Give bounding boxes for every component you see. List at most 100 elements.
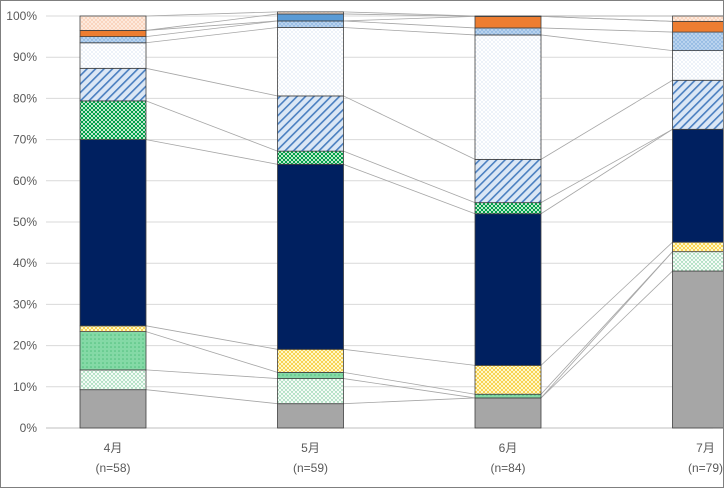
y-tick-label: 0%: [20, 421, 38, 435]
series-connector-line: [343, 150, 476, 204]
series-connector-line: [145, 20, 278, 31]
series-connector-line: [145, 27, 278, 44]
bar-segment: [79, 325, 147, 332]
series-connector-line: [343, 20, 476, 29]
bar-segment: [474, 213, 542, 366]
bar-segment: [474, 393, 542, 399]
bar-segment: [79, 389, 147, 429]
series-connectors: [145, 11, 673, 405]
bar-segment: [474, 158, 542, 204]
series-connector-line: [343, 163, 476, 215]
series-connector-line: [540, 128, 673, 203]
bar-segment: [672, 79, 723, 130]
bar-segment: [277, 403, 344, 429]
x-category-n-label: (n=84): [490, 461, 525, 475]
bar-segment: [672, 31, 723, 52]
bar-segment: [79, 30, 147, 37]
bar-segment: [672, 15, 723, 22]
bar-segment: [277, 11, 344, 15]
y-axis-ticks: 0% 10% 20% 30% 40% 50% 60% 70% 80% 90% 100%: [6, 9, 37, 435]
series-connector-line: [540, 251, 673, 395]
series-connector-line: [540, 270, 673, 399]
series-connector-line: [540, 79, 673, 160]
y-tick-label: 20%: [13, 339, 37, 353]
bar-segment: [672, 270, 723, 429]
series-connector-line: [145, 100, 278, 152]
series-connector-line: [145, 67, 278, 97]
y-tick-label: 50%: [13, 215, 37, 229]
series-connector-line: [145, 11, 278, 17]
bar-segment: [79, 15, 147, 31]
bar-segment: [277, 348, 344, 373]
bar-segment: [277, 378, 344, 405]
y-tick-label: 10%: [13, 380, 37, 394]
series-connector-line: [540, 251, 673, 399]
x-category-n-label: (n=58): [95, 461, 130, 475]
bar-segment: [277, 163, 344, 350]
series-connector-line: [343, 348, 476, 366]
y-tick-label: 80%: [13, 91, 37, 105]
series-connector-line: [540, 16, 673, 22]
y-tick-label: 60%: [13, 174, 37, 188]
bar-segment: [474, 16, 542, 29]
x-axis-labels: 4月(n=58)5月(n=59)6月(n=84)7月(n=79)8月(n=48): [95, 441, 723, 475]
series-connector-line: [343, 378, 476, 399]
bar-segment: [277, 95, 344, 152]
series-connector-line: [145, 13, 278, 31]
bar-segment: [79, 100, 147, 141]
y-tick-label: 100%: [6, 9, 37, 23]
bar-segment: [672, 128, 723, 243]
bar-segment: [79, 42, 147, 69]
series-connector-line: [145, 325, 278, 350]
bar-segment: [672, 50, 723, 81]
bar-segment: [474, 364, 542, 395]
series-connector-line: [540, 27, 673, 33]
series-connector-line: [343, 16, 476, 22]
bar-segment: [474, 15, 542, 17]
y-tick-label: 40%: [13, 256, 37, 270]
x-category-n-label: (n=59): [293, 461, 328, 475]
series-connector-line: [343, 13, 476, 17]
x-category-n-label: (n=79): [688, 461, 723, 475]
x-category-label: 7月: [696, 441, 715, 455]
bar-segment: [79, 139, 147, 327]
bar-segment: [277, 150, 344, 165]
y-tick-label: 90%: [13, 50, 37, 64]
series-connector-line: [343, 27, 476, 36]
series-connector-line: [343, 371, 476, 395]
bar-segment: [474, 34, 542, 160]
y-tick-label: 30%: [13, 297, 37, 311]
series-connector-line: [343, 95, 476, 160]
bar-segment: [277, 371, 344, 379]
bar-segment: [277, 27, 344, 97]
bar-segment: [79, 369, 147, 391]
bar-segment: [277, 20, 344, 28]
series-connector-line: [145, 139, 278, 165]
bar-segment: [474, 202, 542, 215]
series-connector-line: [540, 34, 673, 52]
bar-segment: [672, 251, 723, 272]
y-tick-label: 70%: [13, 133, 37, 147]
bar-segment: [474, 397, 542, 429]
series-connector-line: [145, 331, 278, 373]
bar-segment: [672, 241, 723, 253]
series-connector-line: [540, 128, 673, 215]
series-connector-line: [540, 241, 673, 366]
bar-segment: [672, 20, 723, 33]
bar-segment: [79, 36, 147, 44]
bars: [79, 11, 723, 429]
x-category-label: 4月: [104, 441, 123, 455]
x-category-label: 6月: [499, 441, 518, 455]
series-connector-line: [145, 369, 278, 379]
series-connector-line: [145, 389, 278, 405]
series-connector-line: [343, 397, 476, 405]
series-connector-line: [145, 20, 278, 37]
x-category-label: 5月: [301, 441, 320, 455]
bar-segment: [277, 13, 344, 22]
series-connector-line: [343, 11, 476, 17]
bar-segment: [79, 67, 147, 102]
bar-segment: [79, 331, 147, 371]
bar-segment: [474, 27, 542, 36]
